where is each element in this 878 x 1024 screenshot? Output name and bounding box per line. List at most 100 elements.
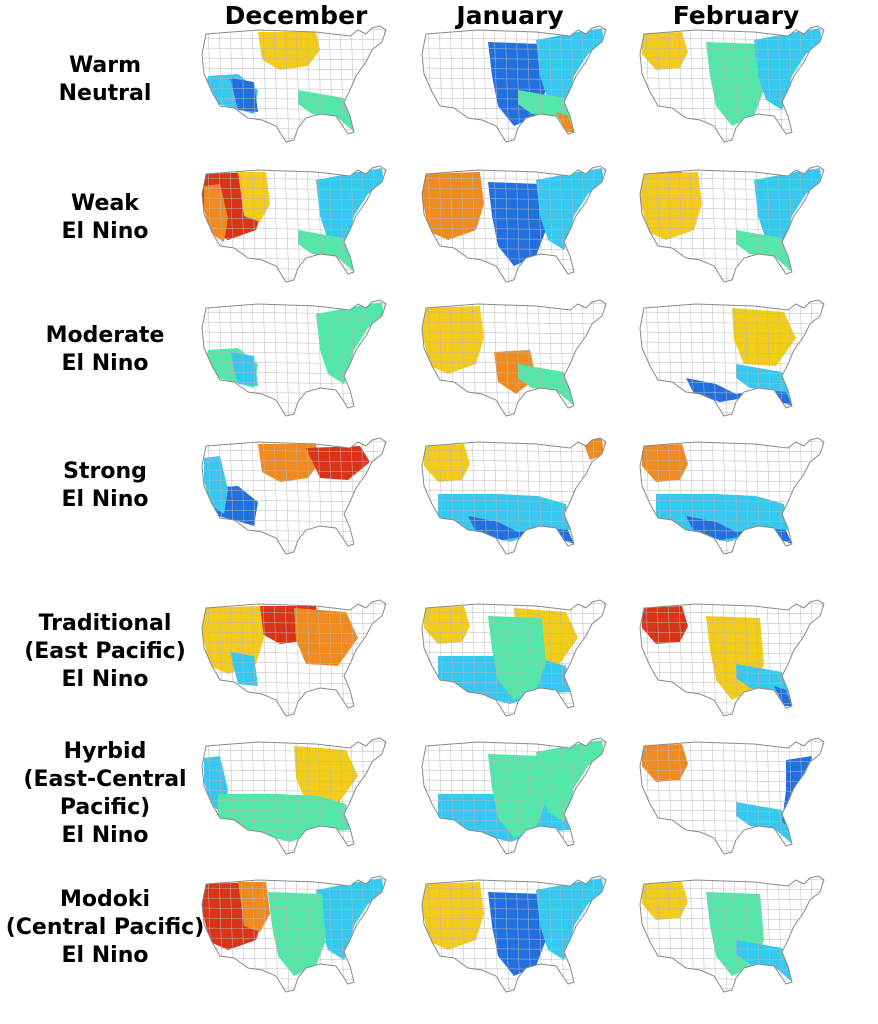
division-line <box>202 187 386 191</box>
division-line <box>640 759 824 763</box>
anomaly-region-west <box>640 172 702 240</box>
anomaly-region-plains <box>488 892 546 976</box>
division-line <box>504 600 510 716</box>
anomaly-region-northwest <box>642 32 688 70</box>
division-line <box>422 769 606 773</box>
division-line <box>202 897 386 901</box>
anomaly-region-arizona <box>230 352 258 386</box>
division-line <box>202 321 386 325</box>
division-line <box>422 57 606 61</box>
division-line <box>821 438 824 554</box>
us-map-svg <box>639 165 825 283</box>
row-label-line: Weak <box>71 191 139 216</box>
us-border <box>639 437 825 555</box>
division-line <box>202 177 386 181</box>
division-line <box>202 739 386 743</box>
row-label-line: El Nino <box>61 667 149 692</box>
anomaly-region-florida <box>556 112 574 132</box>
division-line <box>202 167 386 171</box>
division-line <box>422 187 606 191</box>
us-map-december-4 <box>198 594 398 722</box>
division-line <box>202 877 386 881</box>
division-line <box>640 331 824 335</box>
division-line <box>504 876 510 992</box>
us-border <box>201 299 387 417</box>
division-line <box>603 300 606 416</box>
division-line <box>422 167 606 171</box>
division-line <box>711 738 717 854</box>
division-line <box>615 870 618 998</box>
row-label-line: Warm <box>68 53 142 78</box>
division-line <box>493 438 499 554</box>
division-line <box>640 311 824 315</box>
us-map-svg <box>201 737 387 855</box>
us-border <box>201 25 387 143</box>
anomaly-region-west <box>422 306 484 374</box>
division-line <box>395 294 398 422</box>
row-label-line: Hyrbid <box>63 739 147 764</box>
us-border <box>201 599 387 717</box>
anomaly-region-plains <box>488 182 546 266</box>
us-map-february-5 <box>636 732 836 860</box>
division-line <box>640 621 824 625</box>
division-line <box>821 166 824 282</box>
column-header-january: January <box>456 1 564 30</box>
division-line <box>273 300 279 416</box>
division-line <box>202 197 386 201</box>
division-line <box>833 294 836 422</box>
anomaly-region-rockies <box>238 882 270 932</box>
division-line <box>422 621 606 625</box>
division-line <box>284 26 290 142</box>
us-map-svg <box>201 165 387 283</box>
us-map-february-1 <box>636 160 836 288</box>
division-line <box>640 769 824 773</box>
division-line <box>202 711 386 715</box>
division-line <box>504 438 510 554</box>
division-line <box>422 37 606 41</box>
anomaly-region-southeast <box>518 364 574 406</box>
us-map-svg <box>639 294 836 422</box>
division-line <box>821 26 824 142</box>
division-line <box>395 870 398 998</box>
us-border <box>639 25 825 143</box>
us-map-december-0 <box>198 20 398 148</box>
anomaly-region-florida <box>774 686 792 706</box>
anomaly-region-northwest <box>424 444 470 482</box>
division-line <box>493 166 499 282</box>
anomaly-region-rockies <box>238 172 270 222</box>
anomaly-region-plains <box>488 754 546 838</box>
division-line <box>640 187 824 191</box>
anomaly-region-plains <box>488 616 546 700</box>
division-line <box>640 601 824 605</box>
division-line <box>615 594 618 722</box>
division-line <box>640 849 824 853</box>
division-line <box>273 738 279 854</box>
division-line <box>202 27 386 31</box>
division-line <box>202 611 386 615</box>
division-line <box>202 57 386 61</box>
row-label-line: El Nino <box>61 943 149 968</box>
anomaly-region-northwest <box>642 744 688 782</box>
division-line <box>284 300 290 416</box>
division-line <box>422 749 606 753</box>
division-line <box>640 549 824 553</box>
division-line <box>711 876 717 992</box>
anomaly-region-plains <box>706 42 764 126</box>
us-map-january-2 <box>418 294 618 422</box>
division-line <box>711 300 717 416</box>
division-line <box>422 897 606 901</box>
column-header-december: December <box>224 1 368 30</box>
us-map-december-5 <box>198 732 398 860</box>
row-label-line: Neutral <box>58 81 152 106</box>
division-line <box>833 432 836 560</box>
us-map-february-2 <box>636 294 836 422</box>
row-label-line: El Nino <box>61 219 149 244</box>
division-line <box>722 166 728 282</box>
division-line <box>202 849 386 853</box>
division-line <box>284 600 290 716</box>
division-line <box>833 732 836 860</box>
division-line <box>722 300 728 416</box>
division-line <box>202 439 386 443</box>
us-border <box>639 875 825 993</box>
division-line <box>284 166 290 282</box>
